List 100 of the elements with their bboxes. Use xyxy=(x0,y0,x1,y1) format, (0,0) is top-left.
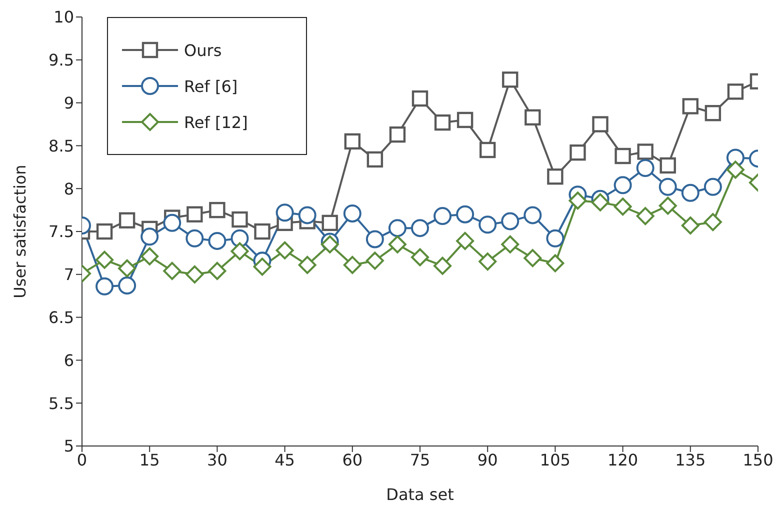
point xyxy=(163,262,182,280)
y-tick-label: 9.5 xyxy=(48,50,74,70)
point xyxy=(298,206,316,224)
point xyxy=(118,276,136,295)
point xyxy=(186,265,204,284)
point xyxy=(658,196,677,215)
point xyxy=(389,126,406,143)
y-tick-label: 10 xyxy=(54,8,74,27)
point xyxy=(118,259,136,278)
point xyxy=(230,242,249,260)
point xyxy=(660,157,676,174)
point xyxy=(614,176,632,194)
point xyxy=(253,258,272,276)
point xyxy=(96,250,114,269)
point xyxy=(480,142,496,158)
point xyxy=(456,232,474,250)
y-tick-label: 6.5 xyxy=(48,308,74,327)
point xyxy=(456,205,474,224)
x-tick-label: 120 xyxy=(608,450,638,470)
y-tick-label: 9 xyxy=(64,93,74,112)
point xyxy=(547,168,564,185)
x-tick-label: 90 xyxy=(477,450,498,470)
point xyxy=(546,229,564,248)
point xyxy=(163,214,182,232)
point xyxy=(276,241,294,260)
x-tick-label: 45 xyxy=(274,450,295,470)
point xyxy=(681,216,700,234)
point xyxy=(388,235,406,254)
legend-label: Ours xyxy=(184,40,222,60)
x-tick-label: 135 xyxy=(675,450,706,470)
point xyxy=(343,204,362,222)
point xyxy=(570,144,586,161)
point xyxy=(524,206,542,224)
y-tick-label: 5 xyxy=(64,436,74,456)
point xyxy=(704,178,722,196)
point xyxy=(592,116,608,132)
point xyxy=(478,252,497,271)
point xyxy=(682,98,698,114)
point xyxy=(186,206,203,222)
point xyxy=(546,254,564,272)
x-tick-label: 15 xyxy=(139,450,160,470)
x-tick-label: 75 xyxy=(410,450,430,470)
point xyxy=(568,192,587,210)
x-tick-label: 105 xyxy=(540,450,570,470)
point xyxy=(524,249,542,268)
y-tick-label: 8.5 xyxy=(48,136,74,156)
point xyxy=(658,178,677,196)
point xyxy=(591,193,610,212)
point xyxy=(322,214,338,232)
point xyxy=(232,211,248,228)
point xyxy=(140,228,159,246)
y-tick-label: 8 xyxy=(64,179,74,198)
point xyxy=(140,247,159,266)
point xyxy=(366,252,384,270)
point xyxy=(456,112,474,128)
point xyxy=(411,248,429,266)
point xyxy=(343,256,362,274)
legend-label: Ref [12] xyxy=(184,112,248,132)
point xyxy=(704,213,722,232)
point xyxy=(614,198,632,216)
point xyxy=(478,216,497,234)
point xyxy=(298,256,316,274)
point xyxy=(434,114,451,131)
y-tick-label: 5.5 xyxy=(48,394,74,413)
x-tick-label: 150 xyxy=(742,450,773,470)
y-axis-title: User satisfaction xyxy=(10,164,30,298)
y-tick-label: 7 xyxy=(64,265,74,284)
point xyxy=(681,184,700,202)
point xyxy=(208,262,226,280)
point xyxy=(411,219,429,238)
x-tick-label: 30 xyxy=(207,450,228,470)
point xyxy=(727,84,744,100)
point xyxy=(344,133,360,150)
legend-label: Ref [6] xyxy=(184,76,238,96)
y-tick-label: 7.5 xyxy=(48,222,74,242)
point xyxy=(230,229,249,248)
point xyxy=(118,212,136,228)
point xyxy=(366,230,384,248)
point xyxy=(637,144,654,160)
x-tick-label: 60 xyxy=(342,450,363,470)
point xyxy=(726,160,744,179)
x-tick-label: 0 xyxy=(76,450,88,470)
point xyxy=(209,202,226,218)
point xyxy=(366,151,384,168)
point xyxy=(96,223,113,240)
y-tick-label: 6 xyxy=(64,350,74,370)
point xyxy=(96,277,114,296)
point xyxy=(502,72,518,88)
point xyxy=(636,207,654,226)
point xyxy=(434,207,452,226)
point xyxy=(388,219,406,238)
point xyxy=(501,235,520,254)
point xyxy=(524,109,541,126)
x-axis-title: Data set xyxy=(386,485,454,504)
point xyxy=(434,256,452,275)
point xyxy=(704,104,722,122)
point xyxy=(254,223,270,240)
point xyxy=(636,159,654,178)
point xyxy=(501,212,520,230)
point xyxy=(412,90,428,107)
